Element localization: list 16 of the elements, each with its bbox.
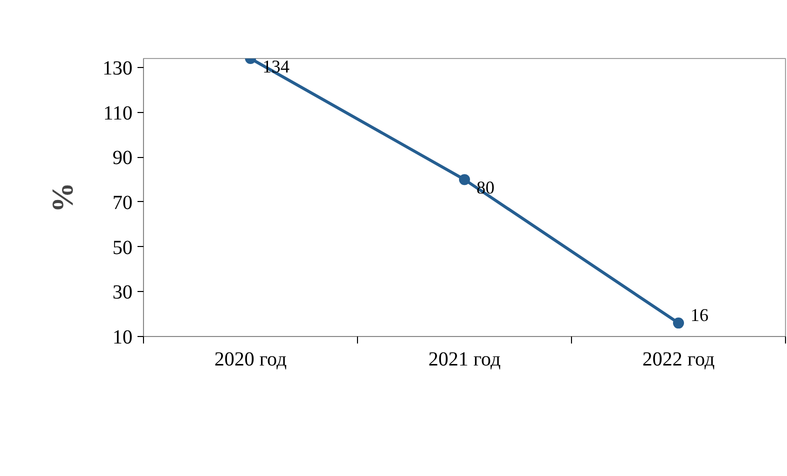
- y-tick-label: 30: [112, 282, 132, 304]
- y-axis-title: %: [46, 182, 80, 212]
- y-tick-label: 70: [112, 192, 132, 214]
- y-tick-label: 50: [112, 236, 132, 259]
- y-tick-label: 110: [103, 102, 133, 124]
- x-tick-label: 2022 год: [642, 348, 715, 370]
- y-tick-label: 90: [112, 147, 132, 170]
- data-label: 16: [690, 305, 708, 326]
- data-label: 80: [476, 178, 494, 198]
- y-tick-label: 130: [102, 57, 132, 80]
- data-label: 134: [262, 56, 290, 76]
- x-tick-label: 2020 год: [214, 348, 287, 370]
- point: [673, 318, 684, 329]
- y-tick-label: 10: [112, 326, 132, 348]
- x-tick-label: 2021 год: [428, 348, 501, 370]
- point: [459, 174, 470, 186]
